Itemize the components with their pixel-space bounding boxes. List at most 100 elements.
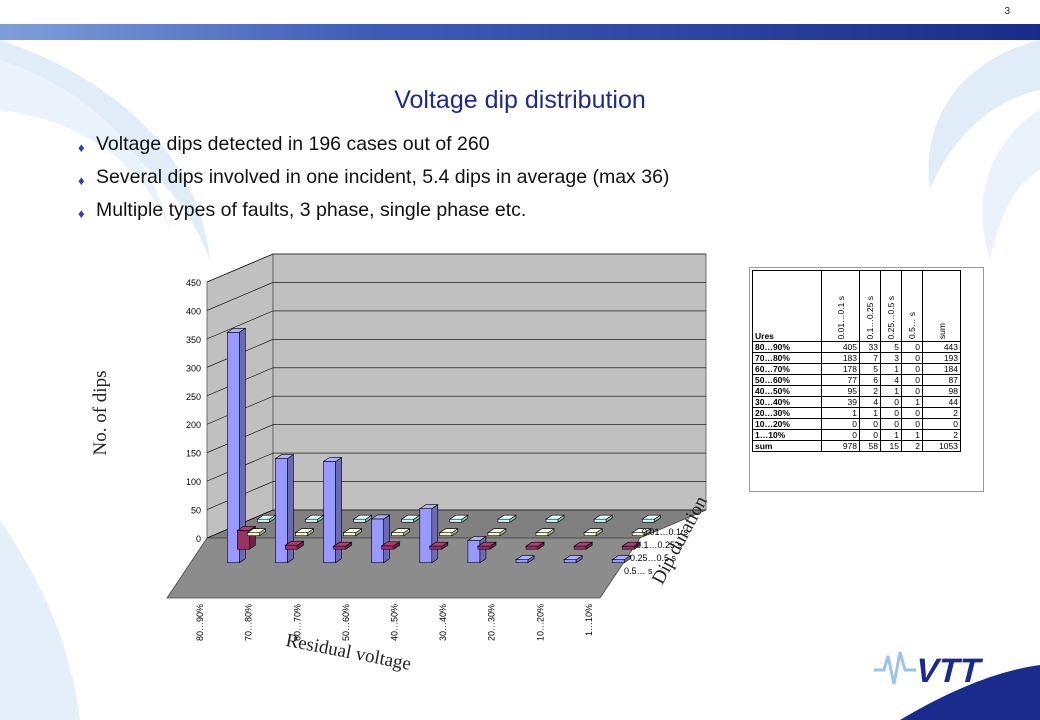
table-cell: 0 bbox=[901, 418, 923, 430]
bar-top bbox=[226, 327, 247, 333]
y-tick-label: 250 bbox=[186, 392, 201, 402]
table-row-label: 10…20% bbox=[752, 418, 822, 430]
x-tick-label: 70…80% bbox=[244, 604, 254, 641]
table-cell: 443 bbox=[922, 341, 961, 353]
bullet-icon: ♦ bbox=[78, 206, 85, 221]
table-row: 60…70% 178 5 1 0 184 bbox=[752, 363, 961, 375]
table-cell: 0 bbox=[821, 418, 860, 430]
bullet-item: ♦ Several dips involved in one incident, … bbox=[78, 165, 669, 198]
table-cell: 1 bbox=[901, 396, 923, 408]
bar-top bbox=[342, 528, 363, 534]
table-cell: 0 bbox=[901, 352, 923, 364]
bar bbox=[487, 532, 501, 537]
bar-top bbox=[390, 528, 411, 534]
table-row-label: 50…60% bbox=[752, 374, 822, 386]
bar bbox=[467, 540, 481, 563]
bar-top bbox=[593, 514, 614, 520]
table-row-label: 20…30% bbox=[752, 407, 822, 419]
table-header-row: Ures 0.01…0.1 s 0.1…0.25 s 0.25…0.5 s 0.… bbox=[752, 270, 961, 342]
x-tick-label: 60…70% bbox=[292, 604, 302, 641]
bar bbox=[563, 559, 577, 564]
table-cell: 184 bbox=[922, 363, 961, 375]
table-row: 80…90% 405 33 5 0 443 bbox=[752, 341, 961, 353]
bar-top bbox=[496, 514, 517, 520]
bar-top bbox=[621, 541, 642, 547]
x-tick-label: 80…90% bbox=[195, 604, 205, 641]
table-row-label: 70…80% bbox=[752, 352, 822, 364]
bar-top bbox=[641, 514, 662, 520]
bullet-text: Voltage dips detected in 196 cases out o… bbox=[96, 133, 490, 155]
bar-side bbox=[383, 514, 390, 564]
bar-top bbox=[486, 528, 507, 534]
table-cell: 0 bbox=[922, 418, 961, 430]
table-cell: 1 bbox=[880, 429, 902, 441]
table-cell: 405 bbox=[821, 341, 860, 353]
table-cell: 44 bbox=[922, 396, 961, 408]
table-cell: 1 bbox=[859, 407, 881, 419]
y-tick-label: 50 bbox=[191, 506, 201, 516]
bar bbox=[429, 545, 443, 550]
bullet-list: ♦ Voltage dips detected in 196 cases out … bbox=[78, 132, 669, 231]
table-cell: 2 bbox=[859, 385, 881, 397]
table-cell: 4 bbox=[880, 374, 902, 386]
bar-top bbox=[573, 541, 594, 547]
bar bbox=[419, 508, 433, 563]
table-cell: 1 bbox=[880, 363, 902, 375]
table-col-header: 0.25…0.5 s bbox=[880, 270, 902, 342]
bar bbox=[305, 518, 318, 523]
table-row-header: Ures bbox=[752, 270, 822, 342]
slide-number: 3 bbox=[1004, 6, 1010, 17]
y-axis-title: No. of dips bbox=[90, 370, 111, 456]
top-brand-bar bbox=[0, 24, 1040, 40]
bar bbox=[477, 545, 491, 550]
bar bbox=[497, 518, 511, 523]
table-cell: 193 bbox=[922, 352, 961, 364]
bar bbox=[227, 331, 240, 563]
slide-title: Voltage dip distribution bbox=[394, 86, 646, 114]
z-tick-label: 0.5… s bbox=[624, 566, 653, 576]
y-tick-label: 300 bbox=[186, 363, 201, 373]
bar-top bbox=[304, 514, 325, 520]
table-col-header: sum bbox=[922, 270, 961, 342]
table-cell: 1053 bbox=[922, 440, 961, 452]
bar-top bbox=[428, 541, 449, 547]
bar bbox=[257, 518, 270, 523]
bar-top bbox=[322, 457, 343, 462]
table-cell: 0 bbox=[880, 418, 902, 430]
table-cell: 178 bbox=[821, 363, 860, 375]
bar bbox=[611, 559, 625, 564]
table-cell: 183 bbox=[821, 352, 860, 364]
table-cell: 7 bbox=[859, 352, 881, 364]
gridline-side bbox=[206, 253, 274, 283]
table-body: 80…90% 405 33 5 0 443 70…80% 183 7 3 0 193 60…70% 178… bbox=[752, 341, 961, 452]
table-cell: 39 bbox=[821, 396, 860, 408]
bar-top bbox=[476, 541, 497, 547]
z-tick-label: 0.1…0.25 s bbox=[636, 540, 683, 550]
z-tick-label: 0.01…0.1 s bbox=[642, 527, 689, 537]
x-tick-label: 20…30% bbox=[487, 604, 497, 641]
table-cell: 6 bbox=[859, 374, 881, 386]
bar bbox=[439, 532, 453, 537]
table-cell: 2 bbox=[901, 440, 923, 452]
bar bbox=[247, 532, 260, 537]
bullet-icon: ♦ bbox=[78, 140, 85, 155]
table-cell: 0 bbox=[901, 374, 923, 386]
bar bbox=[525, 545, 539, 550]
gridline-side bbox=[206, 310, 274, 340]
table-col-header: 0.5… s bbox=[901, 270, 923, 342]
bullet-item: ♦ Voltage dips detected in 196 cases out … bbox=[78, 132, 669, 165]
table-frame bbox=[749, 267, 984, 492]
table-cell: 0 bbox=[859, 418, 881, 430]
table-col-header: 0.01…0.1 s bbox=[821, 270, 860, 342]
bar bbox=[573, 545, 587, 550]
bar-top bbox=[418, 504, 439, 509]
y-tick-label: 450 bbox=[186, 278, 201, 288]
z-tick-label: 0.25…0.5 s bbox=[630, 553, 677, 563]
table-row-label: sum bbox=[752, 440, 822, 452]
bar-top bbox=[525, 541, 546, 547]
y-tick-label: 100 bbox=[186, 477, 201, 487]
bar-top bbox=[236, 526, 257, 531]
y-tick-label: 200 bbox=[186, 420, 201, 430]
bar bbox=[515, 559, 529, 564]
table-cell: 1 bbox=[880, 385, 902, 397]
